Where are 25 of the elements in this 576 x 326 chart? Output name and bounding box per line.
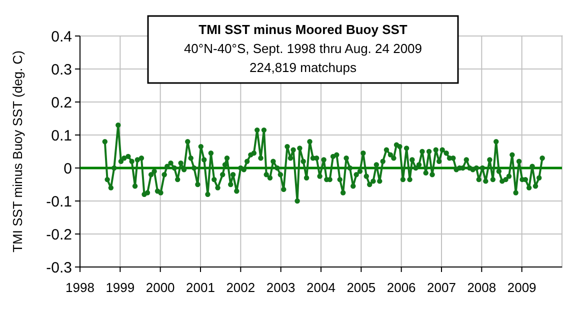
- x-tick-label: 2002: [226, 280, 256, 295]
- chart-subtitle: 40°N-40°S, Sept. 1998 thru Aug. 24 2009: [184, 41, 422, 56]
- x-tick-label: 2009: [507, 280, 536, 295]
- y-tick-label: 0.2: [51, 94, 72, 112]
- x-tick-label: 2004: [306, 280, 336, 295]
- y-tick-label: -0.2: [46, 226, 72, 244]
- chart-title: TMI SST minus Moored Buoy SST: [198, 22, 408, 37]
- x-tick-label: 2007: [427, 280, 456, 295]
- x-tick-label: 2000: [146, 280, 175, 295]
- x-tick-label: 2003: [266, 280, 296, 295]
- x-tick-label: 2006: [386, 280, 416, 295]
- y-axis-title: TMI SST minus Buoy SST (deg. C): [10, 50, 25, 252]
- annotation: 224,819 matchups: [250, 60, 357, 75]
- y-tick-label: 0: [64, 160, 72, 178]
- x-tick-label: 2008: [467, 280, 496, 295]
- x-tick-label: 1999: [106, 280, 135, 295]
- y-tick-label: 0.1: [51, 127, 72, 144]
- y-tick-label: 0.3: [51, 61, 72, 78]
- title-box: TMI SST minus Moored Buoy SST 40°N-40°S, Sept. 1998 thru Aug. 24 2009 224,819 matchups: [147, 15, 459, 84]
- x-tick-label: 2005: [346, 280, 376, 295]
- y-tick-label: -0.3: [46, 259, 72, 276]
- x-tick-label: 1998: [66, 280, 94, 295]
- y-tick-label: -0.1: [46, 193, 72, 210]
- x-tick-label: 2001: [186, 280, 215, 295]
- y-tick-label: 0.4: [51, 28, 72, 46]
